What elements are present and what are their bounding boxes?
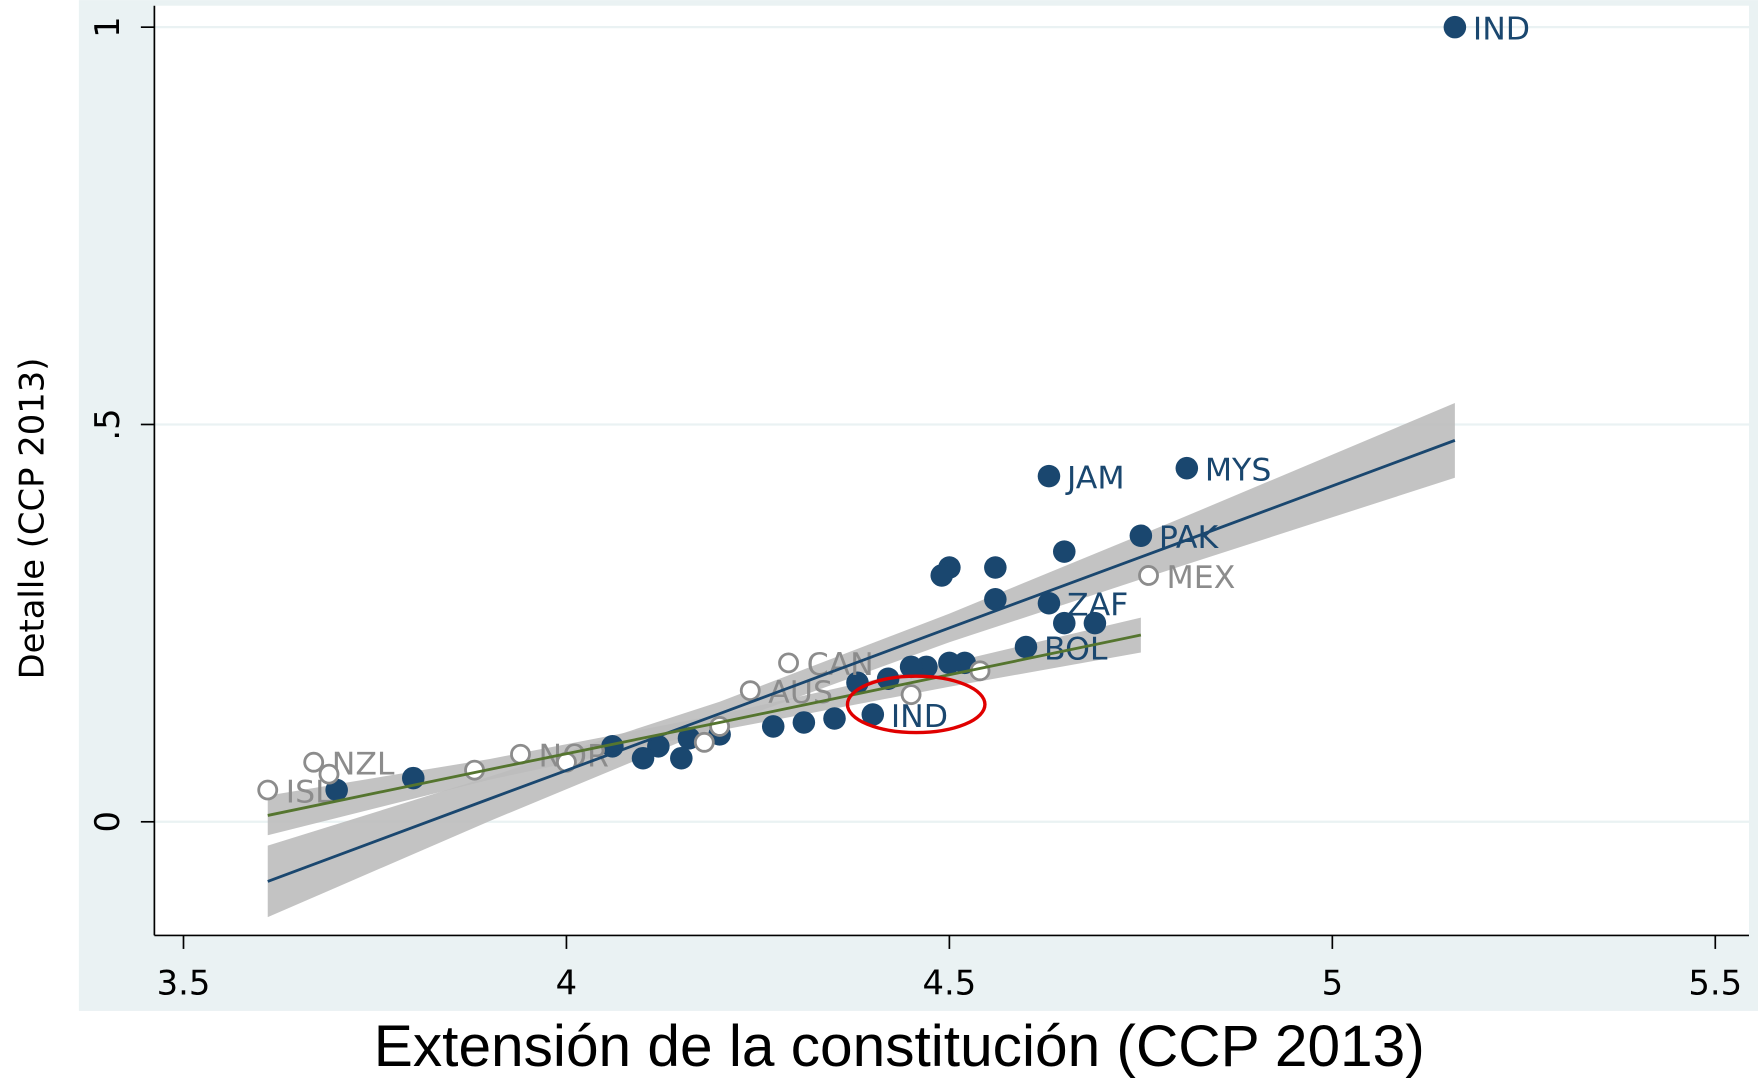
point <box>739 680 761 702</box>
point <box>761 715 785 738</box>
point <box>899 655 923 679</box>
point-label: MYS <box>1205 453 1272 489</box>
x-tick-label: 5 <box>1322 964 1344 1003</box>
y-tick-label: 1 <box>88 16 127 38</box>
point <box>325 778 348 802</box>
fit-line <box>267 439 1456 883</box>
point <box>900 684 922 706</box>
x-tick-label: 4.5 <box>923 964 977 1003</box>
x-tick-label: 4 <box>556 964 578 1003</box>
point <box>318 763 340 785</box>
point <box>1053 540 1076 563</box>
point-label: MEX <box>1167 560 1236 596</box>
point-label: NZL <box>332 747 395 783</box>
point <box>1037 592 1061 615</box>
point-label: IND <box>1473 12 1530 48</box>
y-axis-title: Detalle (CCP 2013) <box>12 358 51 680</box>
point <box>647 735 670 758</box>
point <box>930 564 953 587</box>
y-tick-label: .5 <box>88 408 127 440</box>
point <box>984 556 1007 579</box>
point <box>303 751 325 773</box>
point <box>631 746 655 770</box>
point <box>861 703 885 726</box>
point <box>823 707 846 730</box>
point <box>1083 611 1107 635</box>
point-label: IND <box>891 699 948 735</box>
x-tick-label: 3.5 <box>157 964 211 1003</box>
point <box>1037 464 1061 488</box>
highlight-ellipse <box>845 674 987 735</box>
point <box>670 746 693 770</box>
point <box>778 652 799 674</box>
point <box>1138 565 1159 586</box>
fit-line <box>267 633 1142 817</box>
point <box>938 651 961 675</box>
point-label: JAM <box>1065 461 1125 497</box>
y-tick-label: 0 <box>88 811 127 833</box>
point <box>1014 635 1038 659</box>
point <box>1129 524 1153 547</box>
point <box>984 588 1007 611</box>
point <box>257 779 279 801</box>
point <box>792 711 816 734</box>
point <box>1053 611 1076 635</box>
point <box>846 671 869 695</box>
point <box>1175 456 1199 480</box>
point <box>1443 15 1467 39</box>
x-tick-label: 5.5 <box>1688 964 1742 1003</box>
point <box>693 731 715 753</box>
x-axis-title: Extensión de la constitución (CCP 2013) <box>374 1014 1425 1079</box>
